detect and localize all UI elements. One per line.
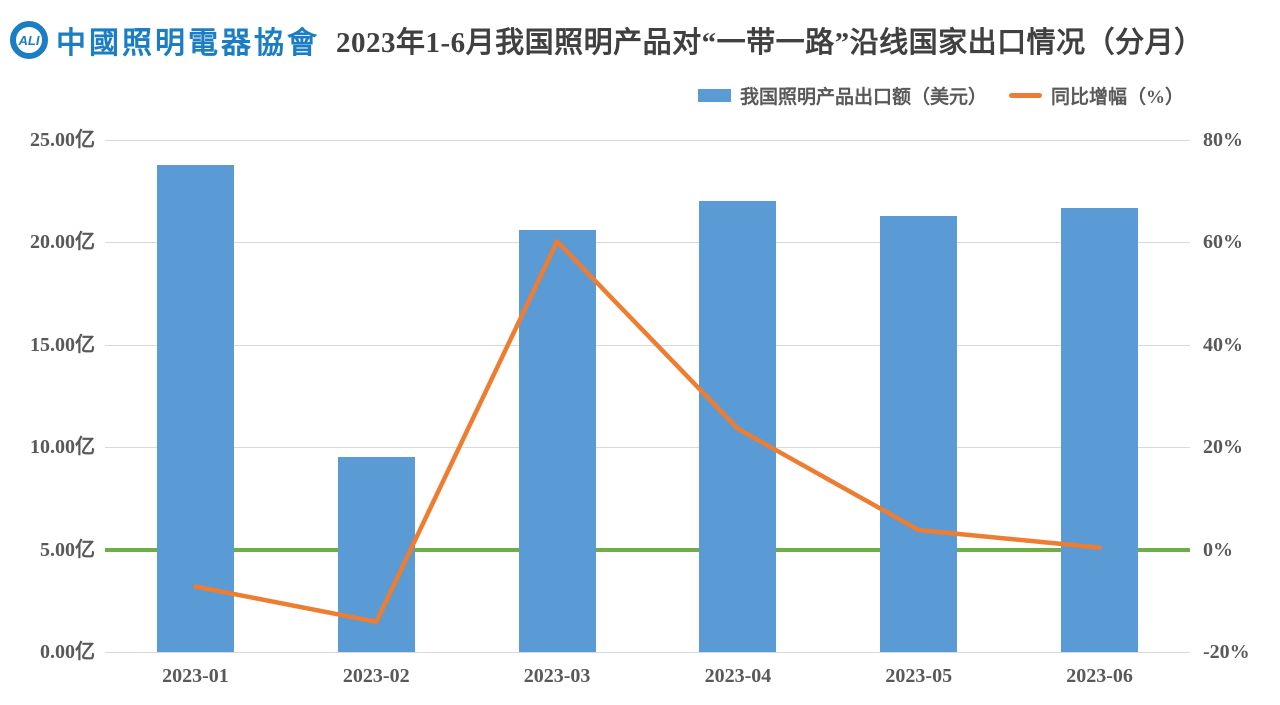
growth-line-series bbox=[193, 239, 1102, 625]
right-axis-tick-label: 20% bbox=[1203, 436, 1243, 459]
legend-item-export-bar: 我国照明产品出口额（美元） bbox=[698, 82, 987, 109]
x-axis-label-2023-06: 2023-06 bbox=[1066, 665, 1133, 687]
cali-logo-mark-text: ALI bbox=[18, 32, 40, 48]
left-axis-tick-label: 20.00亿 bbox=[30, 231, 95, 254]
right-axis-tick-label: 0% bbox=[1203, 538, 1233, 561]
chart-title: 2023年1-6月我国照明产品对“一带一路”沿线国家出口情况（分月） bbox=[336, 27, 1204, 59]
legend-label-export: 我国照明产品出口额（美元） bbox=[740, 87, 988, 108]
right-axis-tick-label: -20% bbox=[1203, 641, 1250, 663]
x-axis-label-2023-05: 2023-05 bbox=[885, 665, 953, 687]
line-series-swatch-icon bbox=[1009, 93, 1043, 98]
cali-logo: ALI 中國照明電器協會 bbox=[10, 18, 320, 62]
left-axis-tick-label: 5.00亿 bbox=[40, 538, 95, 561]
x-axis-label-2023-01: 2023-01 bbox=[162, 665, 229, 687]
export-bar-2023-05 bbox=[880, 215, 958, 652]
zero-baseline bbox=[105, 547, 1190, 552]
gridline bbox=[105, 140, 1190, 141]
x-axis-label-2023-02: 2023-02 bbox=[342, 665, 410, 687]
gridline bbox=[105, 447, 1190, 449]
left-axis-tick-label: 15.00亿 bbox=[30, 333, 95, 356]
export-bar-2023-01 bbox=[156, 164, 234, 652]
x-axis: 2023-01 2023-02 2023-03 2023-04 2023-05 2023-… bbox=[105, 663, 1190, 693]
bar-series-swatch-icon bbox=[698, 89, 731, 102]
right-axis-tick-label: 80% bbox=[1203, 129, 1243, 151]
left-axis-tick-label: 10.00亿 bbox=[30, 436, 95, 459]
growth-line-layer bbox=[193, 239, 1102, 625]
cali-logo-circle-icon: ALI bbox=[10, 21, 48, 59]
right-axis-tick-label: 40% bbox=[1203, 333, 1243, 356]
left-y-axis: 0.00亿 5.00亿 10.00亿 15.00亿 20.00亿 25.00亿 bbox=[0, 129, 95, 663]
header: ALI 中國照明電器協會 2023年1-6月我国照明产品对“一带一路”沿线国家出… bbox=[10, 18, 1204, 62]
export-bar-2023-06 bbox=[1061, 207, 1139, 652]
left-axis-tick-label: 25.00亿 bbox=[30, 129, 95, 151]
gridline bbox=[105, 652, 1190, 653]
plot-area bbox=[105, 140, 1190, 653]
right-axis-tick-label: 60% bbox=[1203, 231, 1243, 254]
legend-label-growth: 同比增幅（%） bbox=[1051, 87, 1185, 108]
left-axis-tick-label: 0.00亿 bbox=[40, 641, 95, 663]
cali-logo-org-name: 中國照明電器協會 bbox=[56, 27, 320, 60]
x-axis-label-2023-04: 2023-04 bbox=[704, 665, 772, 687]
legend: 我国照明产品出口额（美元） 同比增幅（%） bbox=[698, 82, 1184, 109]
gridline bbox=[105, 344, 1190, 346]
x-axis-label-2023-03: 2023-03 bbox=[523, 665, 591, 687]
gridline bbox=[105, 242, 1190, 244]
right-y-axis: -20% 0% 20% 40% 60% 80% bbox=[1203, 129, 1279, 663]
legend-item-growth-line: 同比增幅（%） bbox=[1009, 82, 1184, 109]
